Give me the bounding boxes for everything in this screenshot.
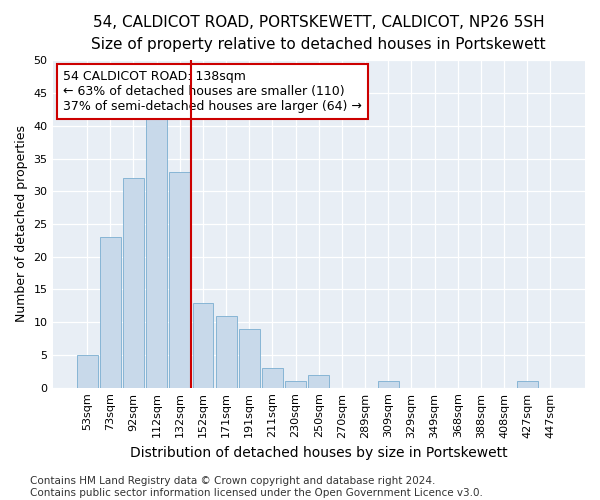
Bar (169, 172, 190, 388)
Bar (146, 119, 167, 388)
Text: Contains HM Land Registry data © Crown copyright and database right 2024.
Contai: Contains HM Land Registry data © Crown c… (30, 476, 483, 498)
Bar (378, 381, 398, 388)
Bar (239, 329, 260, 388)
Bar (308, 374, 329, 388)
Bar (216, 316, 236, 388)
Bar (262, 368, 283, 388)
Bar (285, 381, 306, 388)
Y-axis label: Number of detached properties: Number of detached properties (15, 126, 28, 322)
X-axis label: Distribution of detached houses by size in Portskewett: Distribution of detached houses by size … (130, 446, 508, 460)
Bar (123, 178, 144, 388)
Bar (77, 355, 98, 388)
Bar (100, 237, 121, 388)
Text: 54 CALDICOT ROAD: 138sqm
← 63% of detached houses are smaller (110)
37% of semi-: 54 CALDICOT ROAD: 138sqm ← 63% of detach… (63, 70, 362, 113)
Bar (193, 302, 214, 388)
Bar (517, 381, 538, 388)
Title: 54, CALDICOT ROAD, PORTSKEWETT, CALDICOT, NP26 5SH
Size of property relative to : 54, CALDICOT ROAD, PORTSKEWETT, CALDICOT… (91, 15, 546, 52)
